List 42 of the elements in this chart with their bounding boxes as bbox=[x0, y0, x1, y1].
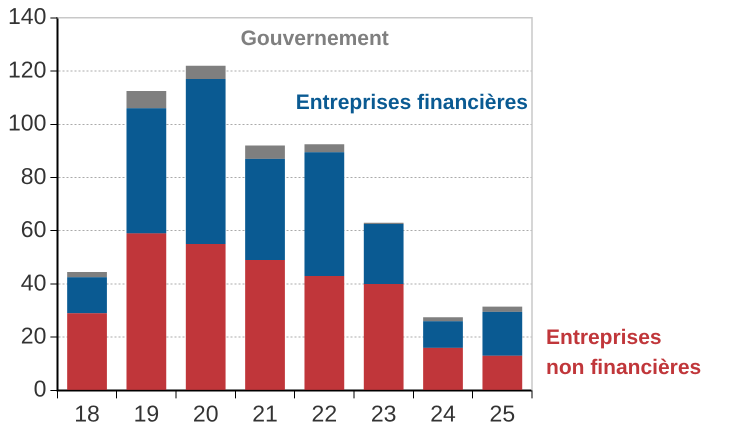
bar bbox=[364, 224, 404, 284]
bar bbox=[423, 321, 463, 348]
bar bbox=[67, 272, 107, 278]
bar bbox=[245, 260, 285, 390]
x-tick-label: 24 bbox=[430, 400, 456, 427]
bar bbox=[126, 233, 166, 390]
x-tick-label: 19 bbox=[134, 400, 160, 427]
y-tick-label: 60 bbox=[20, 216, 46, 242]
y-tick-label: 100 bbox=[8, 110, 46, 136]
y-tick-label: 0 bbox=[34, 376, 46, 402]
bar bbox=[482, 312, 522, 356]
series-label: Gouvernement bbox=[240, 26, 389, 50]
bar bbox=[186, 244, 226, 390]
bar bbox=[126, 90, 166, 108]
y-tick-label: 40 bbox=[20, 269, 46, 296]
bar bbox=[126, 108, 166, 234]
y-tick-label: 120 bbox=[8, 56, 46, 82]
bar bbox=[482, 306, 522, 312]
bar bbox=[304, 144, 344, 152]
bar bbox=[423, 317, 463, 322]
x-tick-label: 22 bbox=[312, 400, 338, 427]
bar bbox=[245, 158, 285, 260]
series-label: Entreprises non financières bbox=[546, 326, 702, 380]
x-tick-label: 25 bbox=[490, 400, 516, 427]
x-tick-label: 23 bbox=[370, 400, 396, 427]
x-tick-label: 18 bbox=[74, 400, 100, 427]
bar bbox=[423, 348, 463, 390]
series-label: Entreprises financières bbox=[296, 90, 528, 114]
bar bbox=[304, 276, 344, 390]
y-tick-label: 140 bbox=[8, 3, 46, 30]
bar bbox=[245, 146, 285, 159]
bar bbox=[186, 79, 226, 244]
y-tick-label: 80 bbox=[20, 162, 46, 189]
x-tick-label: 20 bbox=[192, 400, 218, 427]
bar bbox=[186, 66, 226, 80]
bar bbox=[67, 277, 107, 314]
bar bbox=[67, 313, 107, 390]
bar bbox=[364, 284, 404, 390]
x-tick-label: 21 bbox=[252, 400, 278, 427]
y-tick-label: 20 bbox=[20, 322, 46, 349]
bar bbox=[304, 152, 344, 276]
bar bbox=[482, 356, 522, 390]
